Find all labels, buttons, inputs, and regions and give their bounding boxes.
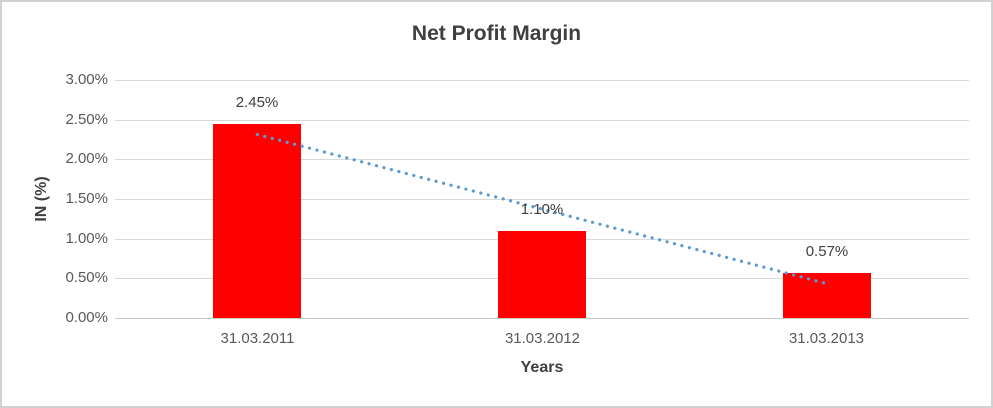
y-tick-label: 1.50%: [65, 190, 108, 207]
y-tick-label: 1.00%: [65, 230, 108, 247]
y-tick-label: 0.50%: [65, 269, 108, 286]
x-axis-line: [115, 318, 969, 319]
bar-data-label: 1.10%: [520, 201, 564, 218]
x-tick-label: 31.03.2011: [220, 330, 295, 347]
gridline: [115, 120, 969, 121]
bar: [783, 273, 871, 318]
x-axis-title: Years: [520, 359, 564, 376]
bar-data-label: 2.45%: [235, 94, 279, 111]
bar: [213, 124, 301, 318]
x-tick-label: 31.03.2013: [788, 330, 865, 347]
bar-data-label: 0.57%: [805, 243, 849, 260]
y-tick-label: 2.00%: [65, 150, 108, 167]
bar: [498, 231, 586, 318]
gridline: [115, 80, 969, 81]
y-tick-label: 0.00%: [65, 309, 108, 326]
y-tick-label: 3.00%: [65, 71, 108, 88]
chart-title: Net Profit Margin: [411, 22, 582, 45]
y-tick-label: 2.50%: [65, 111, 108, 128]
x-tick-label: 31.03.2012: [504, 330, 581, 347]
